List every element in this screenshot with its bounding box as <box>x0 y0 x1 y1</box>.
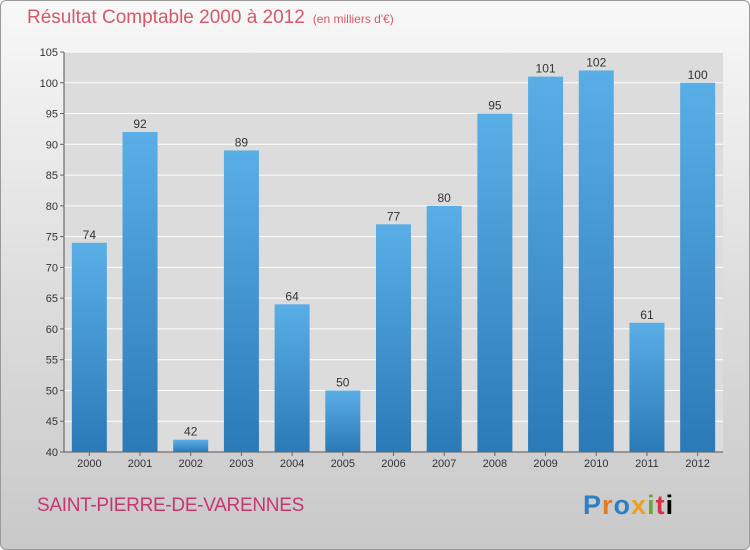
logo-letter: r <box>602 490 614 520</box>
proxiti-logo[interactable]: Proxiti <box>583 490 674 521</box>
unit-label: (en milliers d'€) <box>312 12 394 26</box>
y-tick-label: 100 <box>40 78 58 90</box>
x-tick-label: 2006 <box>381 458 405 470</box>
x-tick-label: 2003 <box>229 458 253 470</box>
title-text: Résultat Comptable 2000 à 2012 <box>27 7 305 28</box>
x-tick-label: 2005 <box>331 458 355 470</box>
bar <box>223 150 259 452</box>
data-label: 61 <box>640 308 654 322</box>
x-tick-label: 2008 <box>483 458 507 470</box>
logo-letter: P <box>583 490 603 520</box>
logo-letter: x <box>631 490 648 520</box>
y-tick-label: 50 <box>46 385 58 397</box>
bar <box>376 224 411 452</box>
y-tick-label: 65 <box>46 293 58 305</box>
bar <box>173 439 209 452</box>
data-label: 77 <box>387 209 401 223</box>
x-tick-label: 2007 <box>432 458 456 470</box>
x-tick-label: 2002 <box>178 458 202 470</box>
y-tick-label: 80 <box>46 201 58 213</box>
y-tick-label: 85 <box>46 170 58 182</box>
data-label: 92 <box>133 117 147 131</box>
data-label: 80 <box>438 191 452 205</box>
bar <box>578 70 614 452</box>
bar <box>426 205 462 452</box>
data-label: 95 <box>488 99 502 113</box>
data-label: 42 <box>184 425 198 439</box>
y-tick-label: 105 <box>40 47 58 59</box>
y-tick-label: 90 <box>46 139 58 151</box>
chart-title: Résultat Comptable 2000 à 2012 (en millie… <box>27 7 394 29</box>
x-tick-label: 2001 <box>128 458 152 470</box>
bar <box>122 132 158 452</box>
y-tick-label: 70 <box>46 262 58 274</box>
x-tick-label: 2012 <box>685 458 709 470</box>
data-label: 64 <box>285 289 299 303</box>
data-label: 50 <box>336 375 350 389</box>
bar <box>325 390 361 452</box>
x-tick-label: 2010 <box>584 458 608 470</box>
logo-letter: t <box>655 490 666 520</box>
data-label: 89 <box>235 135 249 149</box>
data-label: 74 <box>83 228 97 242</box>
logo-letter: i <box>647 490 656 520</box>
y-tick-label: 40 <box>46 447 58 459</box>
bar <box>528 76 564 452</box>
bar <box>680 82 716 453</box>
x-tick-label: 2004 <box>280 458 304 470</box>
bar <box>274 304 310 452</box>
x-tick-label: 2000 <box>77 458 101 470</box>
logo-letter: i <box>665 490 675 520</box>
commune-name: SAINT-PIERRE-DE-VARENNES <box>37 495 304 516</box>
data-label: 101 <box>536 62 556 76</box>
x-tick-label: 2009 <box>533 458 557 470</box>
x-tick-label: 2011 <box>635 458 659 470</box>
data-label: 100 <box>688 68 708 82</box>
data-label: 102 <box>586 55 606 69</box>
bar <box>477 113 513 453</box>
logo-letter: o <box>613 490 632 520</box>
bar <box>629 322 665 452</box>
y-tick-label: 55 <box>46 355 58 367</box>
y-tick-label: 95 <box>46 109 58 121</box>
y-tick-label: 60 <box>46 324 58 336</box>
y-tick-label: 45 <box>46 416 58 428</box>
bar <box>71 242 107 452</box>
y-tick-label: 75 <box>46 232 58 244</box>
